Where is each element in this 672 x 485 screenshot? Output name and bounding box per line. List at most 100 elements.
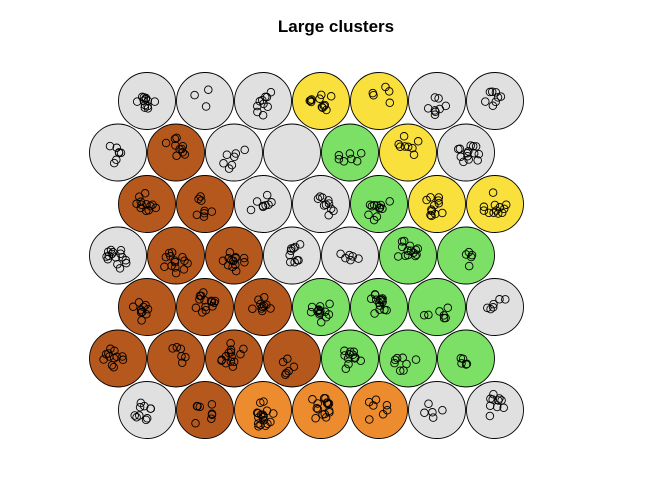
observation-point — [493, 209, 503, 218]
observation-point — [318, 410, 327, 419]
observation-point — [171, 263, 180, 272]
som-node-green — [437, 226, 495, 285]
observation-point — [290, 258, 299, 267]
observation-point — [258, 110, 268, 120]
observation-point — [137, 200, 146, 209]
observation-point — [141, 300, 150, 310]
observation-point — [340, 351, 349, 360]
observation-point — [419, 311, 429, 320]
observation-point — [239, 344, 248, 354]
chart-title: Large clusters — [278, 17, 394, 36]
som-cell — [350, 175, 408, 233]
observation-point — [258, 413, 268, 422]
observation-point — [324, 406, 334, 416]
observation-point — [231, 254, 240, 263]
observation-point — [459, 157, 468, 167]
observation-point — [110, 346, 119, 356]
observation-point — [170, 134, 180, 144]
som-cell — [437, 226, 495, 285]
observation-point — [230, 152, 239, 162]
observation-point — [345, 149, 355, 158]
observation-point — [136, 308, 146, 317]
observation-point — [108, 248, 118, 257]
observation-point — [315, 94, 324, 103]
observation-point — [413, 137, 423, 146]
observation-point — [456, 152, 466, 162]
observation-point — [378, 297, 387, 306]
observation-point — [344, 359, 353, 369]
observation-point — [312, 403, 322, 413]
observation-point — [368, 88, 378, 98]
observation-point — [217, 355, 227, 365]
som-cell — [350, 72, 408, 130]
som-cell — [118, 175, 176, 233]
som-cell — [205, 226, 263, 285]
observation-point — [464, 147, 473, 156]
som-cell — [263, 329, 321, 388]
observation-point — [430, 110, 440, 119]
observation-point — [306, 97, 316, 107]
observation-point — [224, 348, 233, 358]
observation-point — [364, 210, 373, 220]
observation-point — [266, 417, 275, 427]
observation-point — [341, 364, 351, 373]
observation-point — [317, 90, 326, 100]
observation-point — [488, 188, 498, 197]
som-node-green — [408, 278, 466, 336]
observation-point — [463, 151, 472, 161]
observation-point — [262, 190, 272, 200]
som-cell — [350, 381, 408, 439]
som-node-green — [379, 329, 437, 388]
observation-point — [107, 361, 117, 370]
observation-point — [369, 215, 379, 225]
observation-point — [397, 237, 407, 246]
observation-point — [406, 246, 416, 255]
observation-point — [486, 304, 495, 314]
observation-point — [192, 401, 202, 411]
observation-point — [334, 154, 344, 164]
observation-point — [495, 295, 504, 304]
observation-point — [424, 310, 433, 320]
observation-point — [150, 97, 160, 106]
observation-point — [196, 192, 205, 201]
observation-point — [207, 207, 217, 216]
observation-point — [423, 104, 433, 113]
observation-point — [207, 400, 217, 409]
observation-point — [399, 366, 408, 375]
som-cell — [437, 329, 495, 388]
som-cell — [408, 278, 466, 336]
observation-point — [316, 318, 326, 327]
som-cell — [466, 278, 524, 336]
observation-point — [113, 260, 122, 269]
som-cell — [379, 329, 437, 388]
som-node-grey — [89, 226, 147, 285]
observation-point — [308, 395, 317, 404]
observation-point — [121, 258, 131, 268]
observation-point — [326, 204, 336, 214]
som-cell — [408, 175, 466, 233]
observation-point — [253, 101, 262, 111]
observation-point — [225, 248, 235, 257]
observation-point — [143, 96, 153, 106]
observation-point — [488, 101, 498, 110]
observation-point — [240, 258, 249, 267]
observation-point — [489, 208, 498, 218]
observation-point — [135, 403, 145, 412]
observation-point — [370, 290, 380, 300]
observation-point — [485, 87, 495, 97]
observation-point — [352, 157, 362, 166]
observation-point — [489, 389, 498, 399]
som-node-yellow — [379, 123, 437, 182]
observation-point — [198, 308, 207, 317]
som-cell — [263, 123, 321, 182]
observation-point — [267, 198, 276, 207]
som-cell — [147, 226, 205, 285]
observation-point — [259, 293, 269, 302]
observation-point — [456, 354, 466, 363]
observation-point — [428, 413, 438, 422]
observation-point — [305, 96, 315, 106]
observation-point — [336, 249, 345, 259]
observation-point — [254, 295, 263, 304]
observation-point — [105, 352, 114, 361]
